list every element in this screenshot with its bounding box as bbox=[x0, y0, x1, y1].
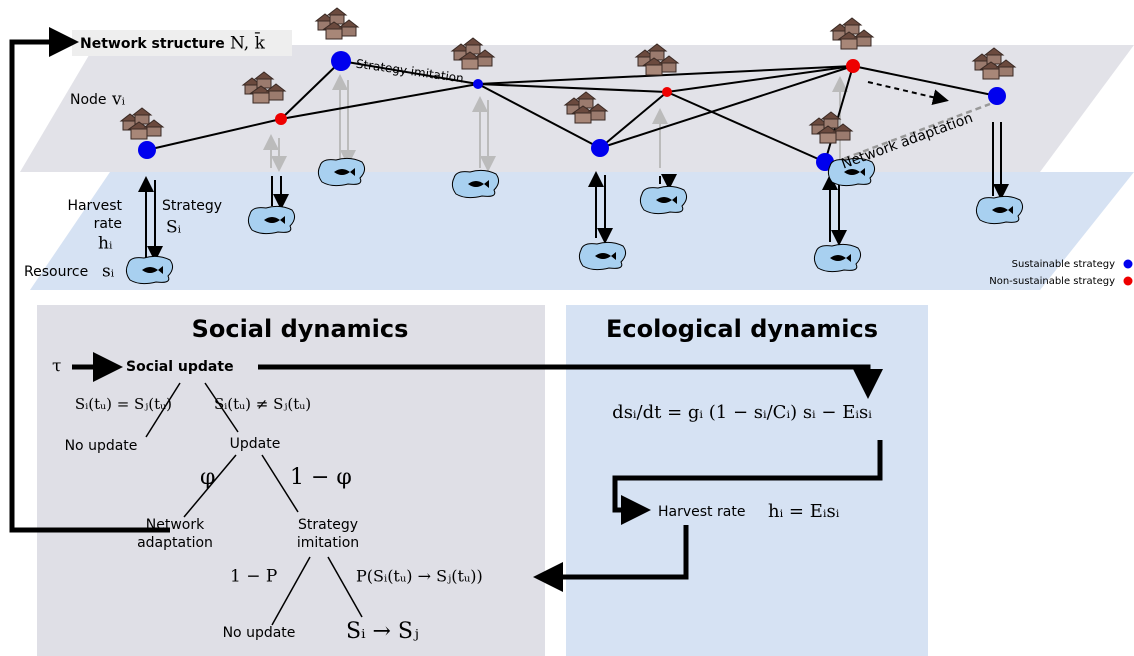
one-minus-phi: 1 − φ bbox=[290, 465, 352, 490]
rewire-arrow bbox=[867, 81, 949, 106]
harvest-equation: hᵢ = Eᵢsᵢ bbox=[768, 501, 840, 522]
ecological-title: Ecological dynamics bbox=[606, 315, 878, 343]
new-link bbox=[834, 102, 991, 164]
network-edges bbox=[146, 60, 998, 163]
no-update: No update bbox=[223, 625, 296, 641]
tree-lines bbox=[145, 382, 363, 626]
network-title: Network structure bbox=[80, 36, 225, 52]
network-adaptation: adaptation bbox=[137, 535, 213, 551]
switch: Sᵢ → Sⱼ bbox=[346, 619, 419, 644]
faded-arrows bbox=[263, 74, 848, 172]
harvest-label: Harvest bbox=[67, 198, 122, 214]
legend-label: Non-sustainable strategy bbox=[989, 276, 1115, 287]
strategy-symbol: Sᵢ bbox=[166, 218, 182, 238]
network-adaptation: Network bbox=[146, 517, 205, 533]
network-params: N, k̄ bbox=[230, 31, 266, 54]
update: Update bbox=[230, 436, 281, 452]
resource-plane bbox=[30, 172, 1134, 290]
strategy-imitation: Strategy bbox=[298, 517, 358, 533]
one-minus-p: 1 − P bbox=[230, 567, 277, 587]
feedback-arrow bbox=[9, 27, 170, 533]
phi: φ bbox=[200, 465, 215, 490]
harvest-label: rate bbox=[94, 216, 122, 232]
node-label: Node bbox=[70, 92, 107, 108]
social-title: Social dynamics bbox=[192, 315, 409, 343]
probability-arrow bbox=[533, 525, 689, 592]
probability: P(Sᵢ(tᵤ) → Sⱼ(tᵤ)) bbox=[356, 567, 483, 586]
node-symbol: vᵢ bbox=[111, 90, 126, 110]
strategy-label: Strategy bbox=[162, 198, 222, 214]
harvest-arrow bbox=[612, 440, 883, 525]
tau: τ bbox=[52, 357, 61, 377]
condition-unequal: Sᵢ(tᵤ) ≠ Sⱼ(tᵤ) bbox=[214, 395, 311, 413]
harvest-rate: Harvest rate bbox=[658, 504, 745, 520]
legend-swatch bbox=[1123, 259, 1133, 269]
equation: dsᵢ/dt = gᵢ (1 − sᵢ/Cᵢ) sᵢ − Eᵢsᵢ bbox=[612, 402, 872, 423]
social-update: Social update bbox=[126, 359, 234, 375]
flow-arrows bbox=[138, 122, 1009, 262]
resource-symbol: sᵢ bbox=[102, 262, 115, 282]
condition-equal: Sᵢ(tᵤ) = Sⱼ(tᵤ) bbox=[75, 395, 172, 413]
title-bg bbox=[72, 30, 292, 56]
resource-label: Resource bbox=[24, 264, 88, 280]
no-update: No update bbox=[65, 438, 138, 454]
strategy-imitation: imitation bbox=[297, 535, 359, 551]
update-arrow bbox=[258, 364, 883, 399]
legend-swatch bbox=[1123, 276, 1133, 286]
legend-label: Sustainable strategy bbox=[1012, 259, 1115, 270]
harvest-symbol: hᵢ bbox=[98, 234, 113, 254]
